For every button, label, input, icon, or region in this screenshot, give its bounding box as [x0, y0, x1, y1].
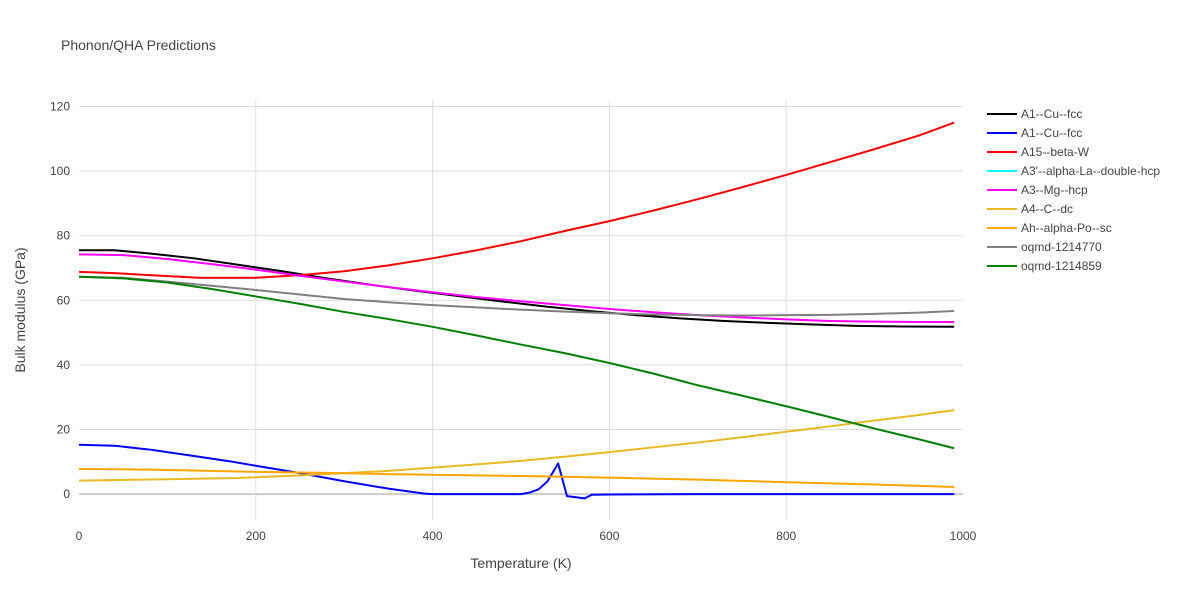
- y-tick-label: 80: [57, 229, 71, 243]
- y-tick-label: 40: [57, 358, 71, 372]
- series-line-8: [79, 275, 955, 317]
- legend-item[interactable]: A1--Cu--fcc: [987, 107, 1082, 121]
- series-line-5: [79, 253, 955, 323]
- x-tick-label: 1000: [950, 529, 977, 543]
- x-tick-label: 400: [423, 529, 443, 543]
- x-tick-label: 600: [599, 529, 619, 543]
- legend[interactable]: A1--Cu--fcc A1--Cu--fcc A15--beta-W A3'--al…: [987, 107, 1160, 273]
- series-line-9: [79, 275, 955, 450]
- legend-label: A3'--alpha-La--double-hcp: [1021, 164, 1160, 178]
- y-tick-label: 100: [50, 164, 70, 178]
- y-tick-label: 60: [57, 293, 71, 307]
- legend-item[interactable]: A3--Mg--hcp: [987, 183, 1088, 197]
- legend-label: Ah--alpha-Po--sc: [1021, 221, 1112, 235]
- y-axis-ticks: 0 20 40 60 80 100 120: [50, 99, 70, 501]
- legend-item[interactable]: oqmd-1214859: [987, 259, 1102, 273]
- legend-label: A15--beta-W: [1021, 145, 1090, 159]
- series-line-7: [79, 467, 955, 489]
- legend-label: A3--Mg--hcp: [1021, 183, 1088, 197]
- chart-title: Phonon/QHA Predictions: [61, 37, 216, 53]
- series-lines: [79, 121, 955, 500]
- legend-item[interactable]: A4--C--dc: [987, 202, 1073, 216]
- series-line-2: [79, 443, 955, 500]
- x-tick-label: 800: [776, 529, 796, 543]
- y-tick-label: 0: [63, 487, 70, 501]
- legend-item[interactable]: A1--Cu--fcc: [987, 126, 1082, 140]
- legend-label: A4--C--dc: [1021, 202, 1073, 216]
- y-tick-label: 120: [50, 99, 70, 113]
- legend-item[interactable]: Ah--alpha-Po--sc: [987, 221, 1112, 235]
- x-axis-ticks: 0 200 400 600 800 1000: [76, 529, 977, 543]
- legend-label: A1--Cu--fcc: [1021, 126, 1082, 140]
- legend-item[interactable]: A3'--alpha-La--double-hcp: [987, 164, 1160, 178]
- x-axis-title: Temperature (K): [470, 555, 571, 571]
- legend-item[interactable]: oqmd-1214770: [987, 240, 1102, 254]
- y-axis-title: Bulk modulus (GPa): [12, 247, 28, 372]
- legend-label: oqmd-1214859: [1021, 259, 1102, 273]
- series-line-3: [79, 121, 955, 279]
- y-tick-label: 20: [57, 423, 71, 437]
- x-tick-label: 200: [246, 529, 266, 543]
- legend-label: A1--Cu--fcc: [1021, 107, 1082, 121]
- x-tick-label: 0: [76, 529, 83, 543]
- series-line-6: [79, 409, 955, 482]
- legend-label: oqmd-1214770: [1021, 240, 1102, 254]
- legend-item[interactable]: A15--beta-W: [987, 145, 1090, 159]
- series-line-1: [79, 249, 955, 328]
